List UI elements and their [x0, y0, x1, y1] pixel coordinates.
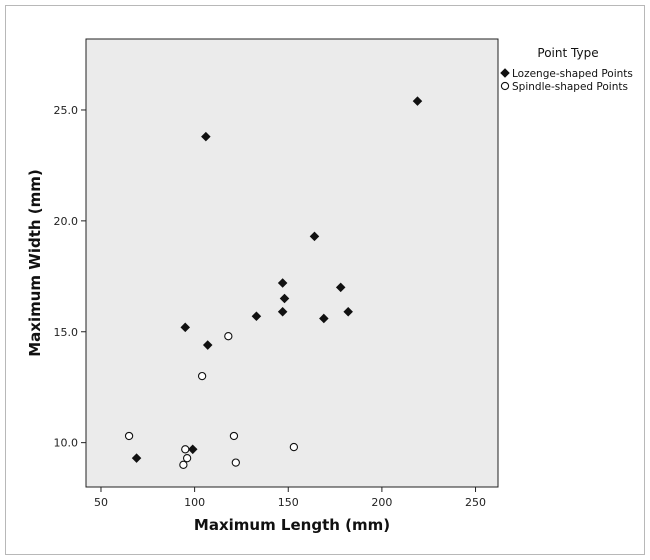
data-points	[124, 96, 423, 469]
lozenge-point	[319, 313, 329, 324]
x-axis-title: Maximum Length (mm)	[194, 516, 390, 534]
lozenge-point	[343, 307, 353, 317]
x-tick-label: 100	[184, 496, 205, 509]
lozenge-point	[201, 131, 211, 142]
plot-area	[85, 38, 499, 488]
x-tick-label: 50	[94, 496, 108, 509]
lozenge-point	[202, 340, 213, 350]
legend: Point Type Lozenge-shaped PointsSpindle-…	[500, 46, 633, 93]
spindle-point	[224, 332, 233, 341]
lozenge-point	[279, 293, 290, 304]
lozenge-point	[412, 96, 423, 106]
spindle-point	[289, 442, 299, 452]
legend-title: Point Type	[537, 46, 598, 60]
series-spindle	[124, 332, 299, 469]
y-axis: 10.0 15.0 20.0 25.0	[54, 104, 86, 450]
lozenge-point	[187, 444, 198, 455]
y-axis-title: Maximum Width (mm)	[26, 169, 44, 357]
x-tick-label: 150	[278, 496, 299, 509]
y-tick-label: 20.0	[54, 215, 79, 228]
lozenge-point	[277, 278, 288, 288]
spindle-point	[182, 454, 192, 463]
lozenge-point	[131, 453, 142, 463]
lozenge-point	[180, 322, 191, 333]
spindle-point	[124, 431, 134, 441]
x-tick-label: 200	[371, 496, 392, 509]
y-tick-label: 25.0	[54, 104, 79, 117]
spindle-point	[231, 458, 240, 467]
lozenge-point	[277, 307, 288, 317]
lozenge-legend-marker	[500, 68, 510, 78]
spindle-point	[179, 460, 188, 469]
spindle-legend-marker	[500, 81, 510, 91]
lozenge-point	[335, 282, 346, 293]
y-tick-label: 15.0	[54, 326, 79, 339]
spindle-point	[229, 431, 239, 441]
x-axis: 50 100 150 200 250	[94, 487, 486, 509]
lozenge-point	[309, 231, 320, 242]
lozenge-legend-label: Lozenge-shaped Points	[512, 68, 633, 80]
lozenge-point	[251, 311, 262, 321]
spindle-point	[197, 371, 207, 381]
spindle-point	[181, 445, 190, 454]
chart-frame: 50 100 150 200 250 10.0 15.0 20.0 25.0 Maximum …	[5, 5, 645, 555]
y-tick-label: 10.0	[54, 437, 79, 450]
scatter-chart: 50 100 150 200 250 10.0 15.0 20.0 25.0 Maximum …	[26, 38, 633, 534]
x-tick-label: 250	[465, 496, 486, 509]
series-lozenge	[131, 96, 423, 463]
spindle-legend-label: Spindle-shaped Points	[512, 81, 628, 93]
